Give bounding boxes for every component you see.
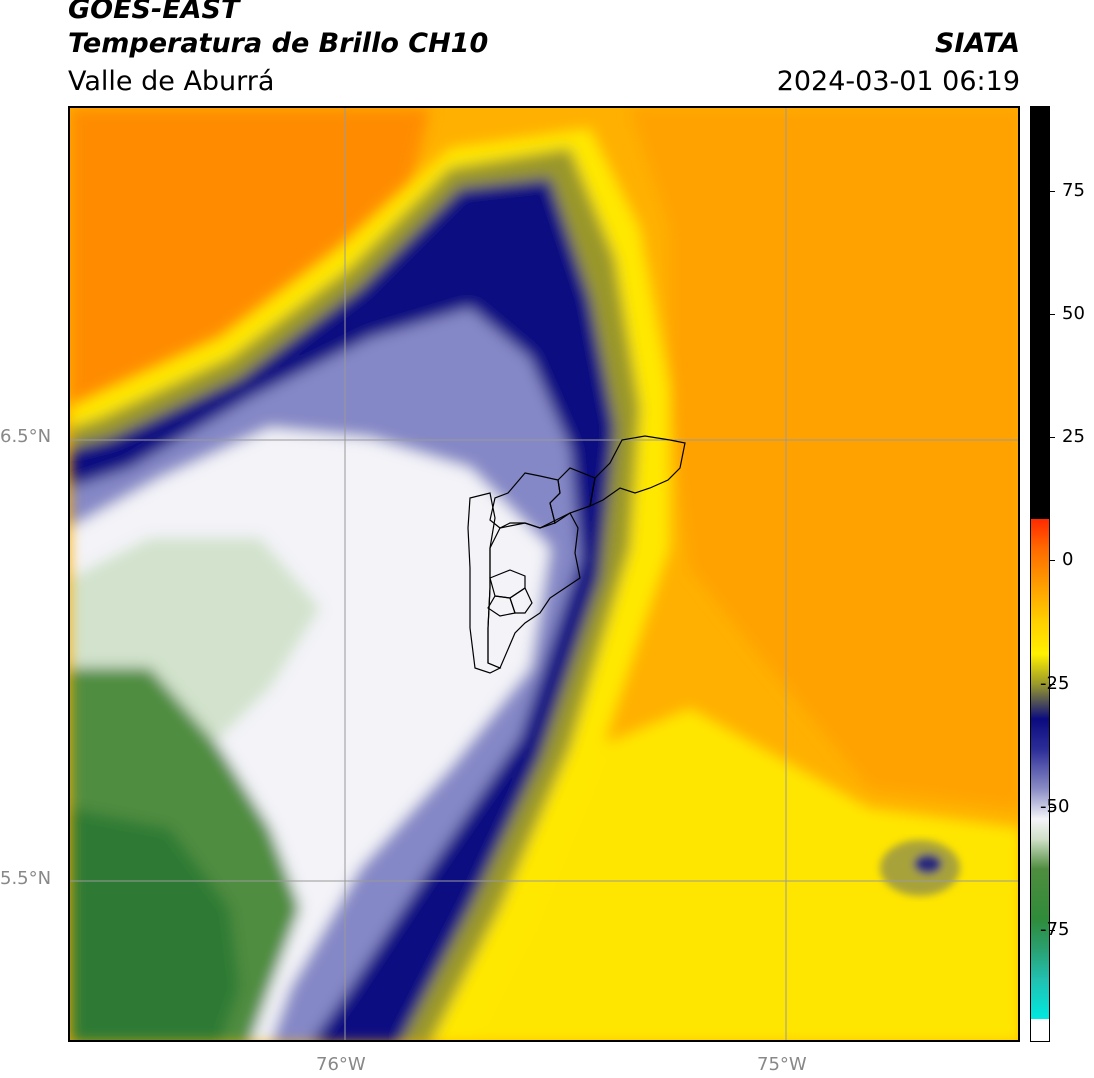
- lat-label-5-5: 5.5°N: [0, 868, 52, 889]
- map-canvas: [70, 108, 1018, 1040]
- colorbar-tick: [1049, 930, 1055, 931]
- municipality-boundaries: [467, 435, 686, 674]
- colorbar-label-0: 0: [1062, 549, 1074, 570]
- dark-green-region: [70, 808, 240, 1040]
- datetime-label: 2024-03-01 06:19: [776, 66, 1020, 97]
- product-title: Temperatura de Brillo CH10: [68, 28, 489, 59]
- colorbar-label-neg25: -25: [1040, 673, 1070, 694]
- lon-label-75w: 75°W: [757, 1054, 807, 1075]
- boundary-urban-3: [487, 595, 516, 617]
- brightness-temperature-map[interactable]: [68, 106, 1020, 1042]
- organization-label: SIATA: [934, 28, 1020, 59]
- colorbar-label-neg50: -50: [1040, 796, 1070, 817]
- colorbar-segment-white: [1031, 1019, 1049, 1041]
- orange-region-nw: [70, 108, 430, 438]
- colorbar-tick: [1049, 191, 1055, 192]
- colorbar-label-25: 25: [1062, 426, 1085, 447]
- colorbar-tick: [1049, 560, 1055, 561]
- colorbar-label-50: 50: [1062, 303, 1085, 324]
- lon-label-76w: 76°W: [316, 1054, 366, 1075]
- colorbar-tick: [1049, 314, 1055, 315]
- cold-spot-navy: [914, 854, 942, 874]
- colorbar-label-75: 75: [1062, 180, 1085, 201]
- colorbar-segment-gradient: [1031, 519, 1049, 1019]
- satellite-title: GOES-EAST: [68, 0, 240, 25]
- colorbar-tick: [1049, 437, 1055, 438]
- colorbar-segment-black: [1031, 107, 1049, 519]
- region-label: Valle de Aburrá: [68, 66, 275, 97]
- orange-region-ne: [630, 108, 1018, 808]
- boundary-south-central: [487, 512, 581, 669]
- colorbar-tick: [1049, 684, 1055, 685]
- colorbar-tick: [1049, 807, 1055, 808]
- colorbar-label-neg75: -75: [1040, 919, 1070, 940]
- lat-label-6-5: 6.5°N: [0, 426, 52, 447]
- colorbar: [1030, 106, 1050, 1042]
